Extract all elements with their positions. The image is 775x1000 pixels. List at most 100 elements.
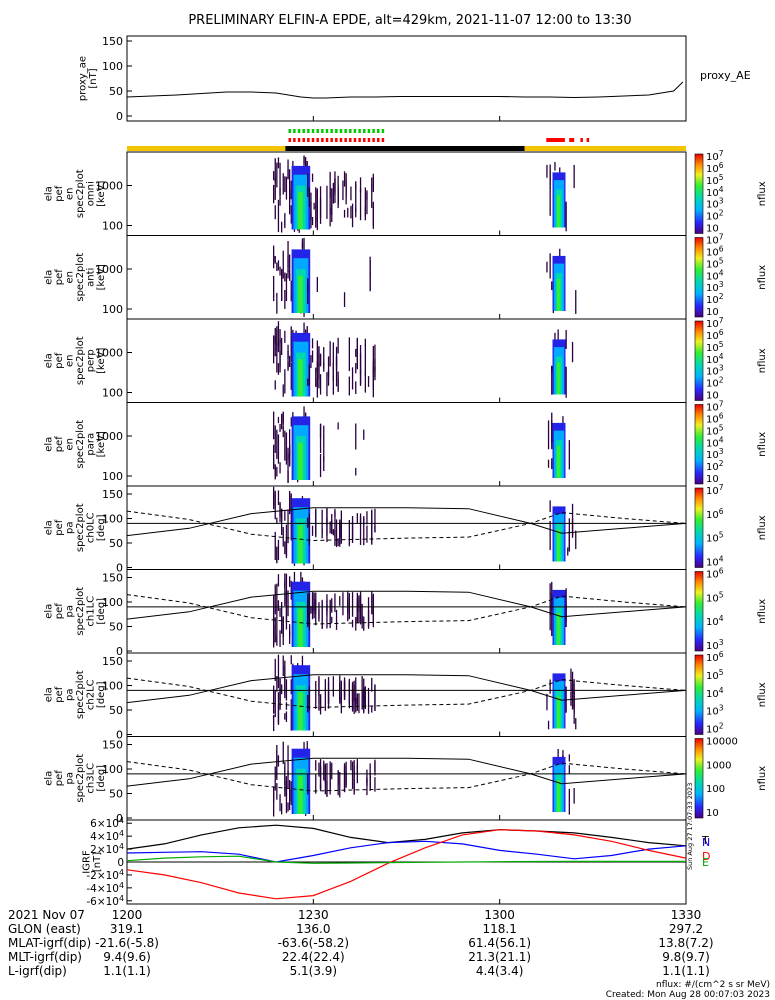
spectrogram-cell	[366, 778, 368, 796]
orbit-row-label: MLT-igrf(dip)	[8, 950, 82, 964]
spectrogram-cell	[355, 617, 357, 631]
spectrogram-cell	[374, 684, 376, 711]
spectrogram-cell	[549, 679, 551, 694]
spectrogram-cell	[274, 177, 276, 200]
spectrogram-flux-band	[298, 442, 303, 480]
spectrogram-cell	[318, 762, 320, 777]
green-science-marker	[311, 129, 315, 133]
red-science-marker	[358, 138, 361, 142]
colorbar-tick-label: 107	[706, 400, 724, 414]
spectrogram-cell	[276, 466, 278, 477]
colorbar-tick-label: 103	[706, 447, 724, 461]
spectrogram-cell	[342, 180, 344, 201]
spectrogram-panel	[273, 571, 567, 648]
spectrogram-cell	[310, 212, 312, 229]
spectrogram-cell	[350, 186, 352, 201]
spectrogram-cell	[307, 278, 309, 305]
spectrogram-cell	[281, 337, 283, 355]
y-axis-label-line: anti	[86, 268, 97, 287]
spectrogram-cell	[284, 213, 286, 226]
y-axis-label-line: [keV]	[96, 181, 107, 207]
spectrogram-cell	[340, 697, 342, 706]
igrf-legend-t: T	[701, 834, 709, 847]
spectrogram-cell	[287, 241, 289, 269]
spectrogram-cell	[274, 658, 276, 681]
spectrogram-cell	[342, 592, 344, 616]
igrf-legend-n: N	[702, 836, 710, 849]
igrf-legend-d: D	[702, 850, 710, 863]
spectrogram-cell	[290, 180, 292, 200]
spectrogram-cell	[274, 256, 276, 264]
spectrogram-ytick-label: 100	[102, 303, 123, 316]
y-axis-label-line: ela	[44, 687, 55, 702]
colorbar-tick-label: 103	[706, 280, 724, 294]
spectrogram-cell	[281, 601, 283, 634]
spectrogram-cell	[274, 766, 276, 791]
y-axis-label-line: ch0LC	[86, 512, 97, 543]
spectrogram-cell	[274, 584, 276, 615]
spectrogram-ytick-label: 150	[102, 655, 123, 668]
colorbar-unit-label: nflux	[757, 265, 768, 290]
spectrogram-flux-band	[557, 612, 561, 645]
spectrogram-cell	[568, 765, 570, 774]
spectrogram-cell	[287, 802, 289, 812]
y-axis-label-line: proxy_ae	[78, 56, 89, 101]
spectrogram-cell	[277, 321, 280, 346]
spectrogram-cell	[366, 525, 368, 543]
colorbar-tick-label: 107	[706, 316, 724, 330]
igrf-ytick-label: -2×104	[86, 868, 124, 882]
y-axis-label-line: spec2plot	[75, 670, 86, 719]
spectrogram-ytick-label: 100	[102, 596, 123, 609]
green-science-marker	[302, 129, 305, 133]
spectrogram-cell	[279, 462, 281, 474]
spectrogram-cell	[311, 338, 314, 349]
igrf-series-T	[126, 824, 687, 850]
spectrogram-cell	[279, 162, 281, 196]
igrf-ytick-label: -6×104	[86, 894, 124, 908]
orbit-row-value: 9.4(9.6)	[103, 950, 151, 964]
spectrogram-cell	[347, 591, 349, 610]
orbit-row-value: 4.4(3.4)	[476, 964, 524, 978]
spectrogram-panel	[273, 406, 570, 483]
y-axis-label-line: [deg]	[96, 598, 107, 625]
spectrogram-cell	[332, 676, 334, 697]
y-axis-label-line: en	[65, 438, 76, 451]
spectrogram-flux-band	[557, 779, 561, 812]
spectrogram-cell	[363, 616, 365, 631]
colorbar-unit-label: nflux	[757, 432, 768, 457]
spectrogram-cell	[356, 698, 358, 711]
spectrogram-frame	[126, 151, 687, 236]
loss-cone-line	[126, 507, 687, 537]
spectrogram-cell	[339, 675, 341, 700]
spectrogram-cell	[285, 605, 288, 630]
spectrogram-ytick-label: 0	[116, 645, 123, 658]
spectrogram-cell	[359, 591, 362, 602]
spectrogram-cell	[332, 182, 334, 204]
spectrogram-cell	[345, 776, 347, 785]
spectrogram-cell	[350, 205, 352, 219]
side-timestamp: Sun Aug 27 17:07:33 2023	[686, 783, 694, 870]
spectrogram-cell	[282, 655, 284, 677]
red-science-marker	[307, 138, 310, 142]
spectrogram-cell	[289, 429, 291, 457]
y-axis-label-line: [keV]	[96, 264, 107, 290]
spectrogram-panel	[273, 155, 575, 233]
spectrogram-ytick-label: 150	[102, 488, 123, 501]
spectrogram-cell	[348, 678, 350, 687]
spectrogram-cell	[353, 693, 355, 714]
spectrogram-cell	[277, 539, 280, 561]
spectrogram-cell	[326, 763, 328, 797]
igrf-ytick-label: 6×104	[90, 816, 124, 830]
spectrogram-cell	[315, 760, 317, 771]
y-axis-label-line: ela	[44, 353, 55, 368]
spectrogram-cell	[315, 367, 317, 387]
spectrogram-cell	[289, 624, 291, 636]
spectrogram-flux-band	[298, 692, 303, 731]
spectrogram-cell	[282, 384, 284, 397]
proxy-ae-ytick-label: 150	[102, 35, 123, 48]
spectrogram-cell	[568, 440, 570, 470]
spectrogram-ylabel: ela pef pa spec2plot ch0LC [deg]	[44, 503, 108, 552]
spectrogram-frame	[126, 235, 687, 320]
spectrogram-cell	[329, 773, 331, 790]
red-science-marker	[381, 138, 385, 142]
